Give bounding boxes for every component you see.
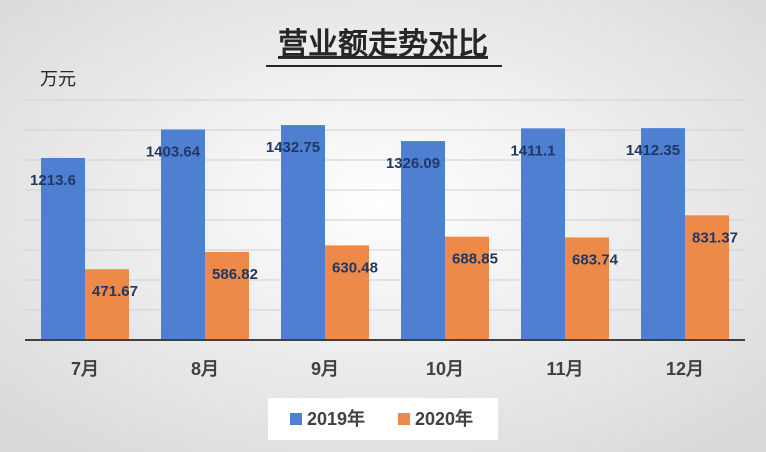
value-label: 471.67 [92, 283, 138, 300]
value-label: 1412.35 [626, 142, 680, 159]
value-label: 1403.64 [146, 143, 201, 160]
y-axis-unit: 万元 [40, 69, 76, 89]
bar [685, 215, 729, 340]
value-label: 683.74 [572, 251, 619, 268]
bar [205, 251, 249, 340]
legend-label: 2020年 [415, 408, 473, 429]
bar [281, 125, 325, 341]
x-tick-label: 12月 [666, 359, 704, 379]
bar [41, 157, 85, 340]
value-label: 688.85 [452, 251, 498, 268]
bar [641, 128, 685, 340]
value-label: 586.82 [212, 266, 258, 283]
value-label: 831.37 [692, 229, 738, 246]
x-tick-label: 11月 [546, 359, 583, 379]
x-tick-label: 9月 [311, 359, 339, 379]
x-tick-label: 8月 [191, 359, 219, 379]
value-label: 1213.6 [30, 172, 76, 189]
x-tick-label: 10月 [426, 359, 464, 379]
bar [401, 141, 445, 340]
x-tick-label: 7月 [71, 359, 99, 379]
legend-box [268, 398, 498, 440]
bar [85, 269, 129, 340]
value-label: 1411.1 [510, 142, 555, 159]
legend-swatch [398, 413, 410, 425]
value-label: 1432.75 [266, 139, 320, 156]
legend-label: 2019年 [307, 408, 365, 429]
value-label: 630.48 [332, 259, 378, 276]
bar [325, 245, 369, 340]
bar [445, 236, 489, 340]
value-label: 1326.09 [386, 155, 440, 172]
bar [161, 129, 205, 340]
bar [565, 237, 609, 340]
chart-title: 营业额走势对比 [278, 28, 488, 61]
legend-swatch [290, 413, 302, 425]
bar [521, 128, 565, 340]
